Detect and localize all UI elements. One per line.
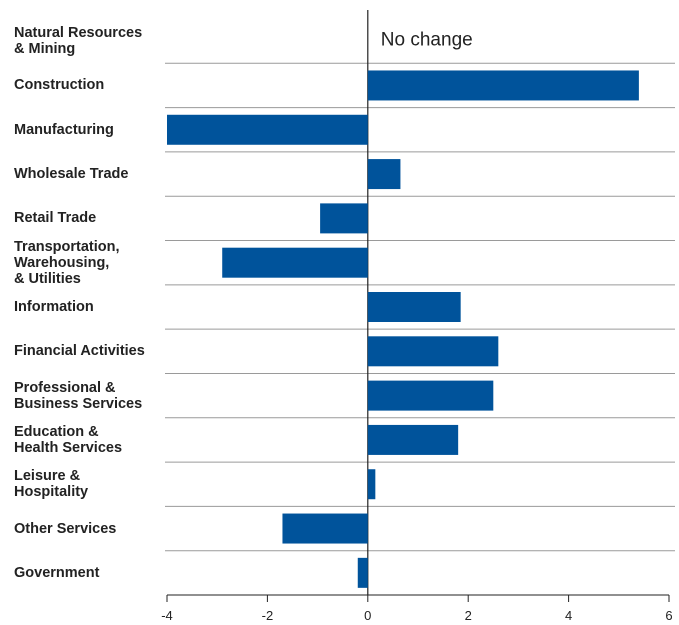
category-label: Natural Resources & Mining bbox=[14, 25, 143, 58]
bar bbox=[167, 114, 368, 145]
x-tick-label: 0 bbox=[364, 608, 371, 623]
bar bbox=[367, 469, 376, 500]
category-label: Government bbox=[14, 564, 100, 581]
category-label: Wholesale Trade bbox=[14, 166, 129, 183]
category-label: Construction bbox=[14, 77, 105, 94]
x-tick-label: -4 bbox=[161, 608, 173, 623]
category-label: Information bbox=[14, 299, 94, 315]
category-label: Transportation, Warehousing, & Utilities bbox=[14, 238, 120, 287]
x-tick-label: 6 bbox=[665, 608, 672, 623]
bar bbox=[222, 247, 368, 278]
bar bbox=[367, 336, 499, 367]
category-label: Leisure & Hospitality bbox=[14, 468, 89, 501]
bar bbox=[367, 159, 401, 190]
annotation: No change bbox=[381, 30, 473, 51]
bar bbox=[367, 424, 459, 455]
category-label: Manufacturing bbox=[14, 121, 114, 138]
x-tick-label: 4 bbox=[565, 608, 572, 623]
bar bbox=[367, 380, 494, 411]
category-label: Financial Activities bbox=[14, 343, 145, 360]
category-label: Retail Trade bbox=[14, 210, 97, 227]
x-tick-label: 2 bbox=[465, 608, 472, 623]
bar bbox=[367, 70, 639, 101]
bar bbox=[282, 513, 368, 544]
category-label: Education & Health Services bbox=[14, 423, 123, 456]
category-label: Other Services bbox=[14, 520, 117, 537]
bar bbox=[367, 292, 461, 322]
bar bbox=[320, 203, 368, 234]
x-tick-label: -2 bbox=[262, 608, 274, 623]
bar bbox=[357, 557, 368, 588]
category-label: Professional & Business Services bbox=[14, 379, 143, 412]
